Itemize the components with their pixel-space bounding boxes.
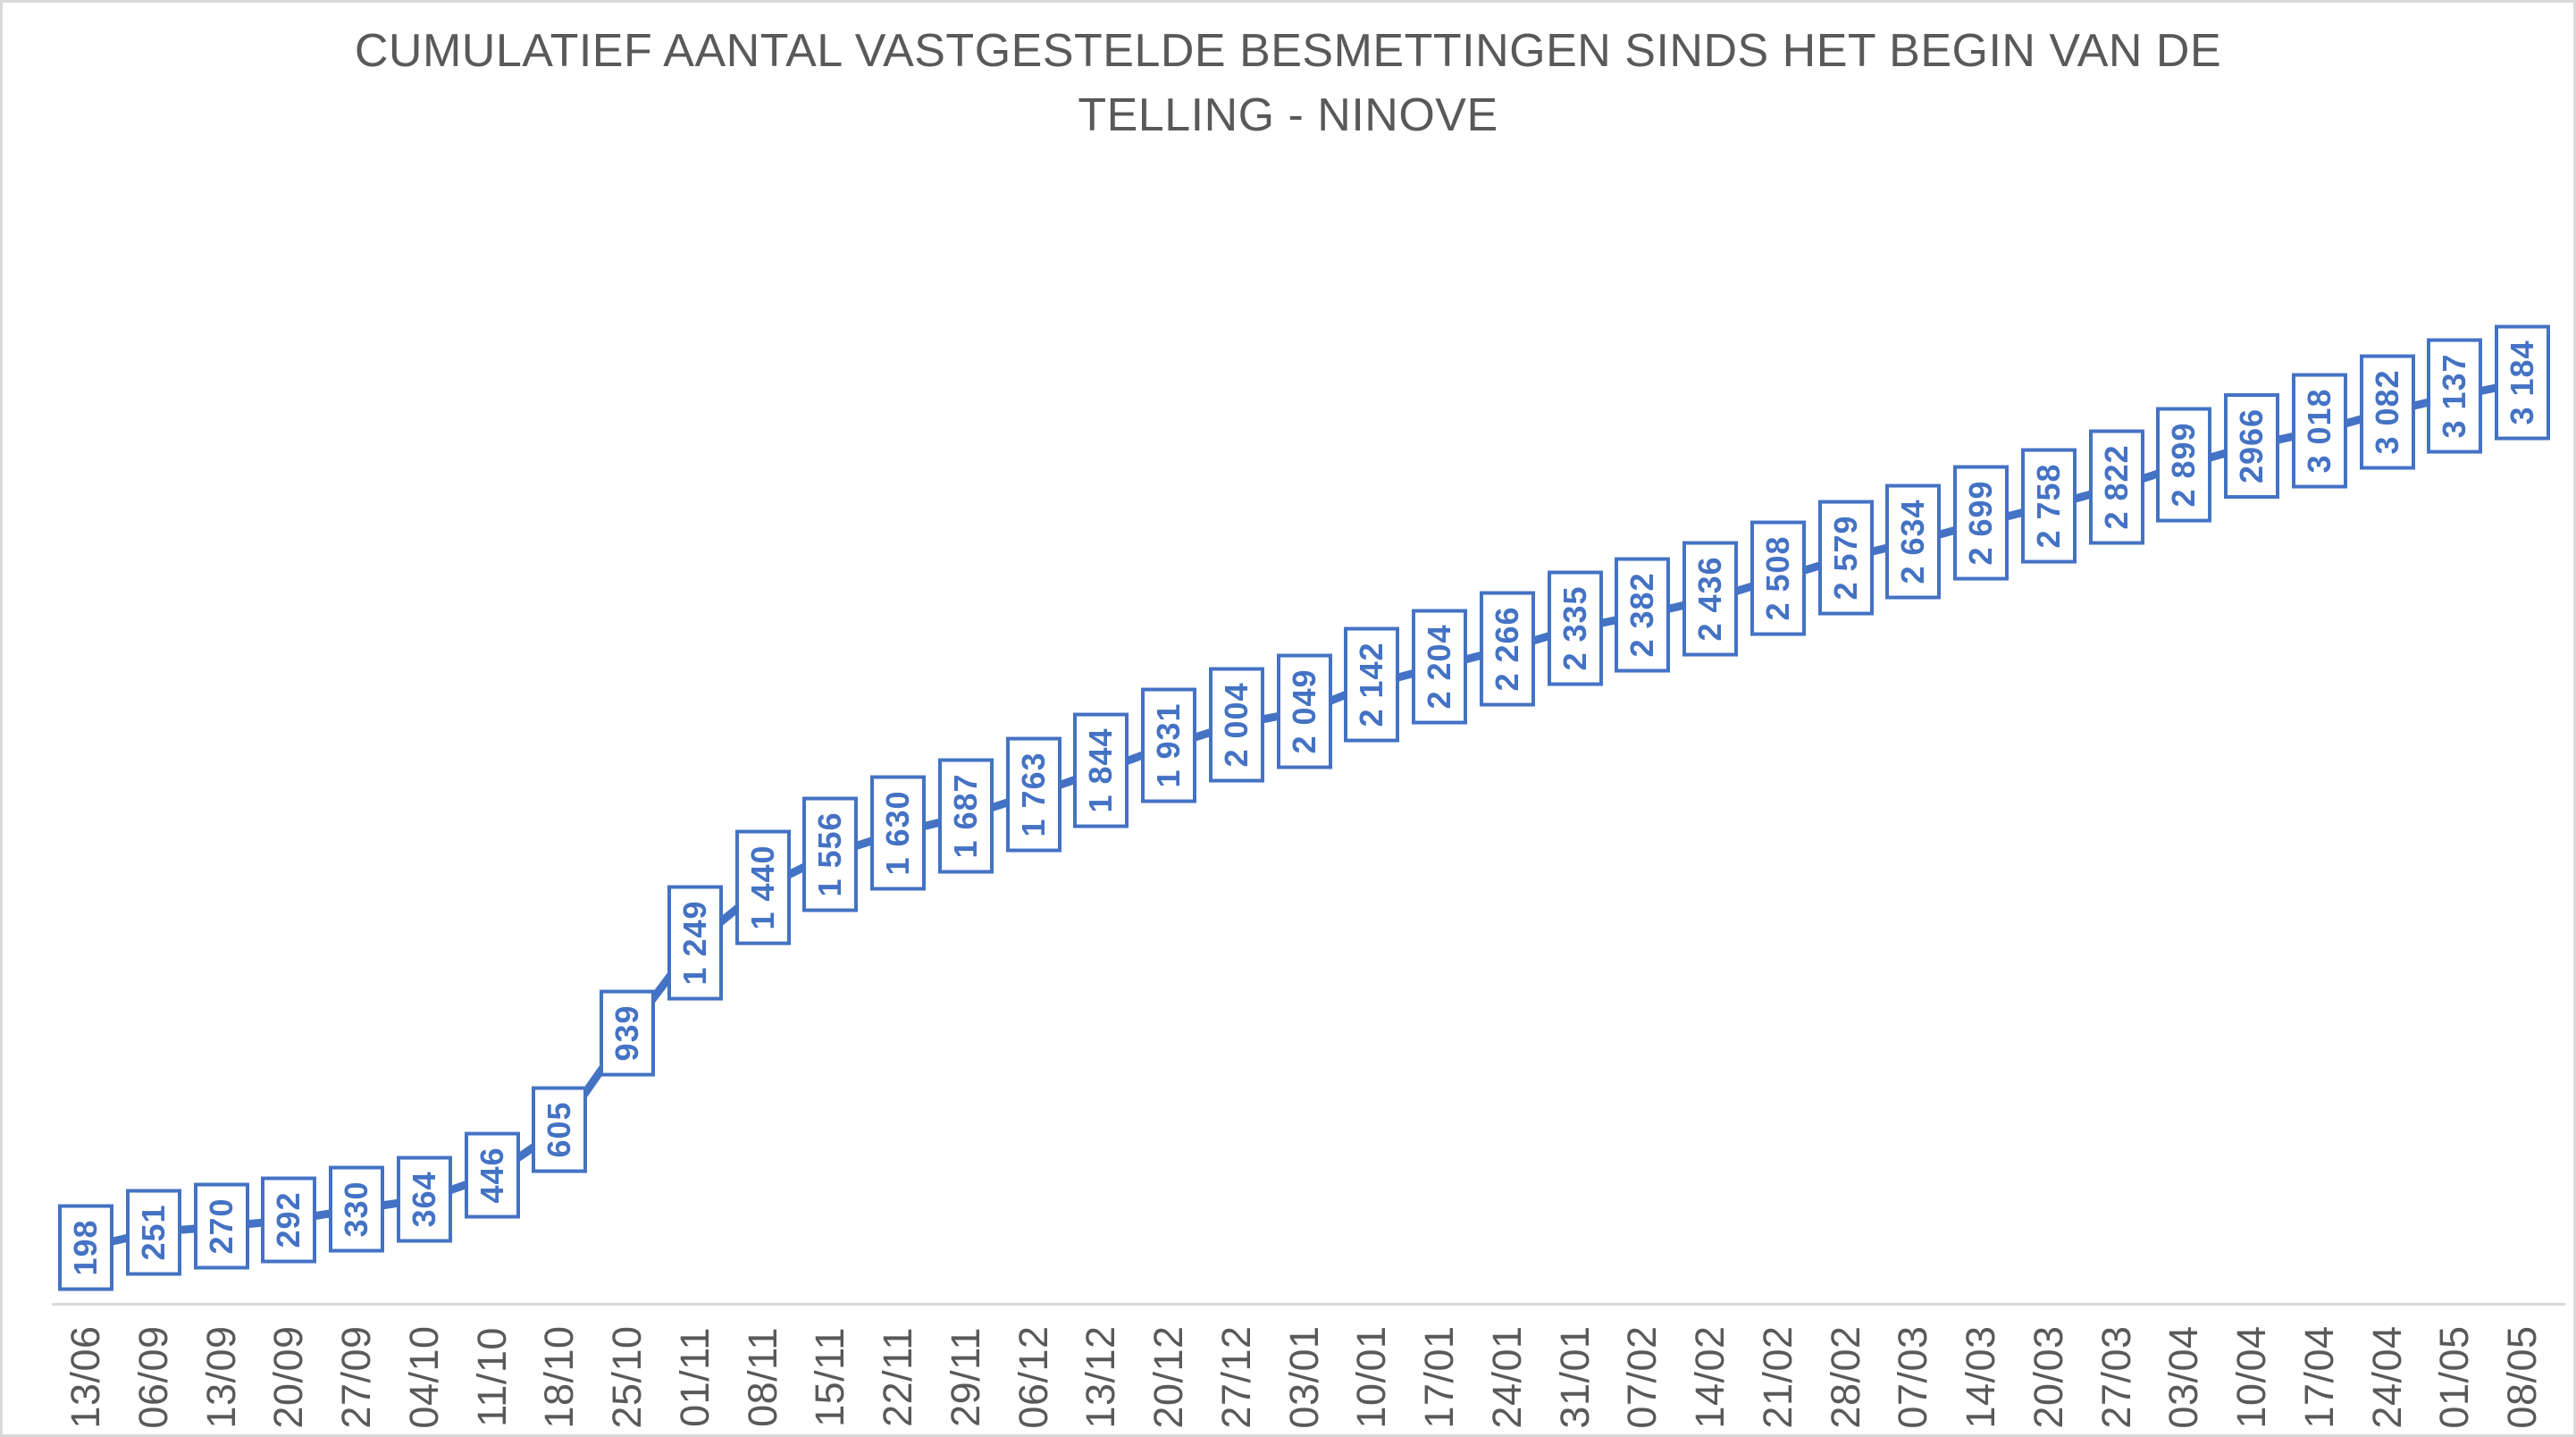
data-label: 2 758: [2020, 448, 2077, 564]
data-label: 330: [329, 1165, 384, 1253]
data-label: 2 266: [1479, 591, 1535, 707]
data-label: 1 556: [802, 796, 859, 912]
data-label: 2 382: [1615, 557, 1671, 673]
data-label: 446: [464, 1131, 520, 1219]
data-label: 939: [600, 989, 655, 1077]
data-label: 198: [58, 1204, 113, 1291]
data-label: 1 844: [1073, 712, 1129, 828]
data-label: 251: [125, 1189, 181, 1276]
data-label: 1 630: [870, 775, 926, 891]
data-label: 2 436: [1682, 541, 1738, 658]
chart-title: CUMULATIEF AANTAL VASTGESTELDE BESMETTIN…: [3, 19, 2573, 147]
data-label: 2 579: [1817, 500, 1874, 616]
data-label: 2 142: [1344, 626, 1400, 743]
data-label: 2 335: [1547, 570, 1603, 686]
data-label: 2966: [2224, 392, 2279, 499]
data-label: 2 004: [1208, 666, 1264, 783]
data-label: 1 763: [1005, 736, 1061, 853]
chart-title-line1: CUMULATIEF AANTAL VASTGESTELDE BESMETTIN…: [354, 25, 2222, 77]
data-label: 1 687: [937, 758, 994, 874]
data-label: 2 508: [1749, 520, 1806, 636]
data-label: 2 634: [1885, 483, 1942, 600]
chart-title-line2: TELLING - NINOVE: [1078, 89, 1498, 141]
data-label: 3 018: [2291, 373, 2347, 489]
data-label: 364: [396, 1155, 452, 1243]
data-label: 2 699: [1953, 465, 2009, 581]
data-label: 1 249: [667, 885, 723, 1001]
data-label: 2 204: [1412, 609, 1467, 725]
x-axis-line: [52, 1303, 2565, 1306]
data-label: 292: [261, 1176, 317, 1264]
data-label: 2 822: [2088, 429, 2144, 545]
data-label: 270: [193, 1182, 249, 1271]
data-label: 1 440: [734, 829, 791, 945]
data-label: 3 184: [2495, 324, 2550, 441]
data-label: 2 899: [2156, 407, 2212, 523]
data-label: 3 082: [2359, 354, 2415, 470]
data-label: 2 049: [1276, 653, 1332, 769]
data-label: 3 137: [2427, 338, 2483, 454]
data-label: 1 931: [1141, 687, 1196, 803]
data-label: 605: [532, 1086, 588, 1173]
